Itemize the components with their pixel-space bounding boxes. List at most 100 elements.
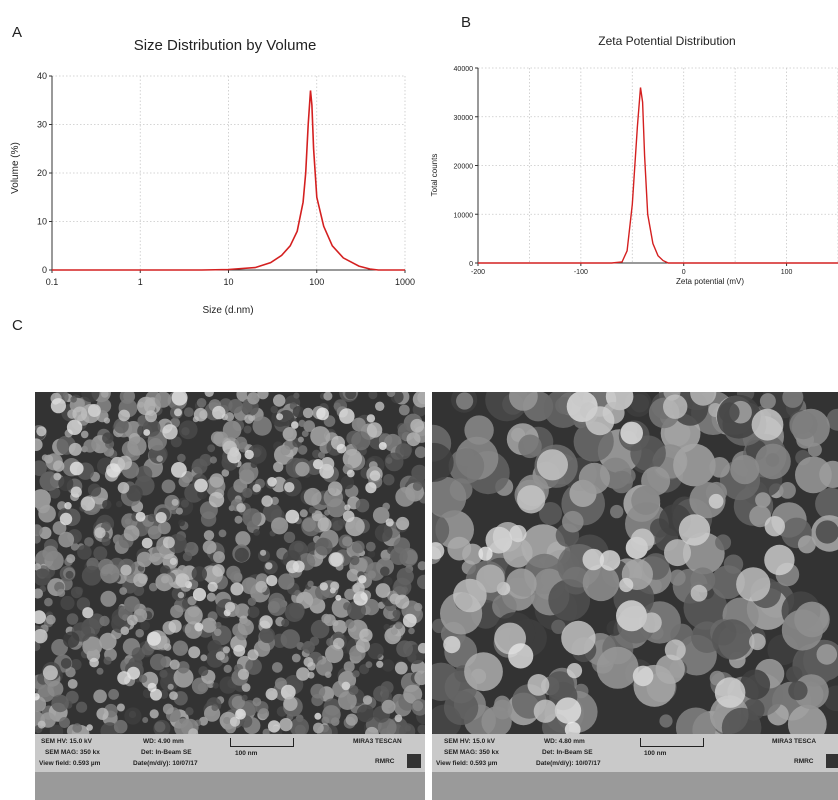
y-tick-label: 30: [37, 120, 47, 130]
particle: [280, 445, 291, 456]
particle: [386, 392, 396, 397]
x-axis-label: Zeta potential (mV): [676, 277, 744, 286]
bright-particle: [663, 394, 688, 419]
particle: [186, 542, 195, 551]
particle: [308, 506, 316, 514]
particle: [332, 620, 347, 635]
particle: [154, 721, 166, 733]
bright-particle: [117, 482, 130, 494]
particle: [231, 695, 245, 710]
particle: [127, 614, 138, 626]
particle: [66, 613, 79, 625]
bright-particle: [336, 443, 347, 454]
particle: [462, 543, 484, 565]
bright-particle: [175, 573, 190, 588]
y-tick-label: 40000: [454, 66, 474, 73]
bright-particle: [236, 503, 246, 513]
particle: [172, 640, 189, 656]
sem-brand: MIRA3 TESCAN: [353, 738, 402, 745]
particle: [815, 487, 838, 520]
particle: [182, 551, 193, 562]
particle: [223, 716, 231, 725]
series-line: [478, 87, 838, 264]
particle: [318, 451, 325, 459]
particle: [142, 717, 149, 723]
particle: [630, 435, 666, 471]
particle: [362, 598, 380, 616]
particle: [389, 547, 408, 565]
bright-particle: [259, 615, 273, 629]
particle: [406, 432, 421, 447]
bright-particle: [276, 413, 284, 421]
particle: [273, 461, 284, 473]
bright-particle: [103, 417, 110, 424]
particle: [87, 483, 102, 497]
bright-particle: [599, 550, 621, 571]
particle: [345, 713, 358, 726]
particle: [58, 531, 75, 548]
particle: [242, 508, 262, 528]
particle: [373, 685, 390, 702]
bright-particle: [533, 699, 558, 723]
particle: [140, 620, 150, 631]
bright-particle: [291, 421, 299, 429]
particle: [215, 621, 222, 628]
particle: [103, 656, 112, 665]
bright-particle: [261, 495, 273, 507]
x-tick-label: 100: [309, 277, 324, 287]
particle: [247, 606, 260, 618]
scale-bar: [230, 738, 294, 747]
bright-particle: [664, 639, 686, 661]
bright-particle: [365, 482, 377, 494]
particle: [35, 524, 43, 537]
particle: [35, 460, 47, 476]
particle: [65, 690, 79, 704]
particle: [235, 531, 251, 547]
y-tick-label: 10000: [454, 212, 474, 219]
bright-particle: [192, 587, 207, 602]
sem-mag: SEM MAG: 350 kx: [444, 749, 499, 756]
particle: [245, 658, 262, 675]
particle: [252, 416, 272, 436]
bright-particle: [620, 421, 643, 445]
bright-particle: [267, 720, 281, 733]
particle: [787, 704, 827, 734]
particle: [133, 585, 145, 596]
particle: [202, 540, 217, 554]
bright-particle: [118, 409, 130, 422]
bright-particle: [50, 398, 66, 414]
particle: [712, 619, 753, 660]
bright-particle: [59, 512, 73, 526]
particle: [180, 499, 189, 508]
particle: [258, 708, 270, 719]
particle: [113, 719, 128, 734]
particle: [126, 485, 143, 502]
bright-particle: [188, 728, 199, 734]
particle: [230, 571, 243, 584]
bright-particle: [328, 552, 344, 567]
bright-particle: [280, 684, 296, 700]
bright-particle: [327, 481, 343, 496]
particle: [295, 461, 310, 477]
bright-particle: [168, 619, 182, 633]
particle: [383, 474, 395, 486]
bright-particle: [163, 643, 172, 651]
particle: [297, 445, 308, 455]
particle: [35, 438, 43, 451]
panel-label-a: A: [12, 24, 23, 41]
particle: [247, 444, 267, 464]
logo-box: [826, 754, 838, 768]
bright-particle: [266, 575, 278, 587]
particle: [267, 597, 287, 616]
particle: [203, 530, 215, 541]
particle: [252, 697, 262, 707]
x-tick-label: 0.1: [46, 277, 59, 287]
particle: [506, 568, 537, 599]
bright-particle: [485, 526, 513, 554]
particle: [199, 716, 208, 726]
bright-particle: [284, 482, 295, 493]
bright-particle: [194, 622, 204, 632]
bright-particle: [230, 582, 244, 596]
particle: [45, 614, 56, 625]
bright-particle: [353, 591, 368, 606]
